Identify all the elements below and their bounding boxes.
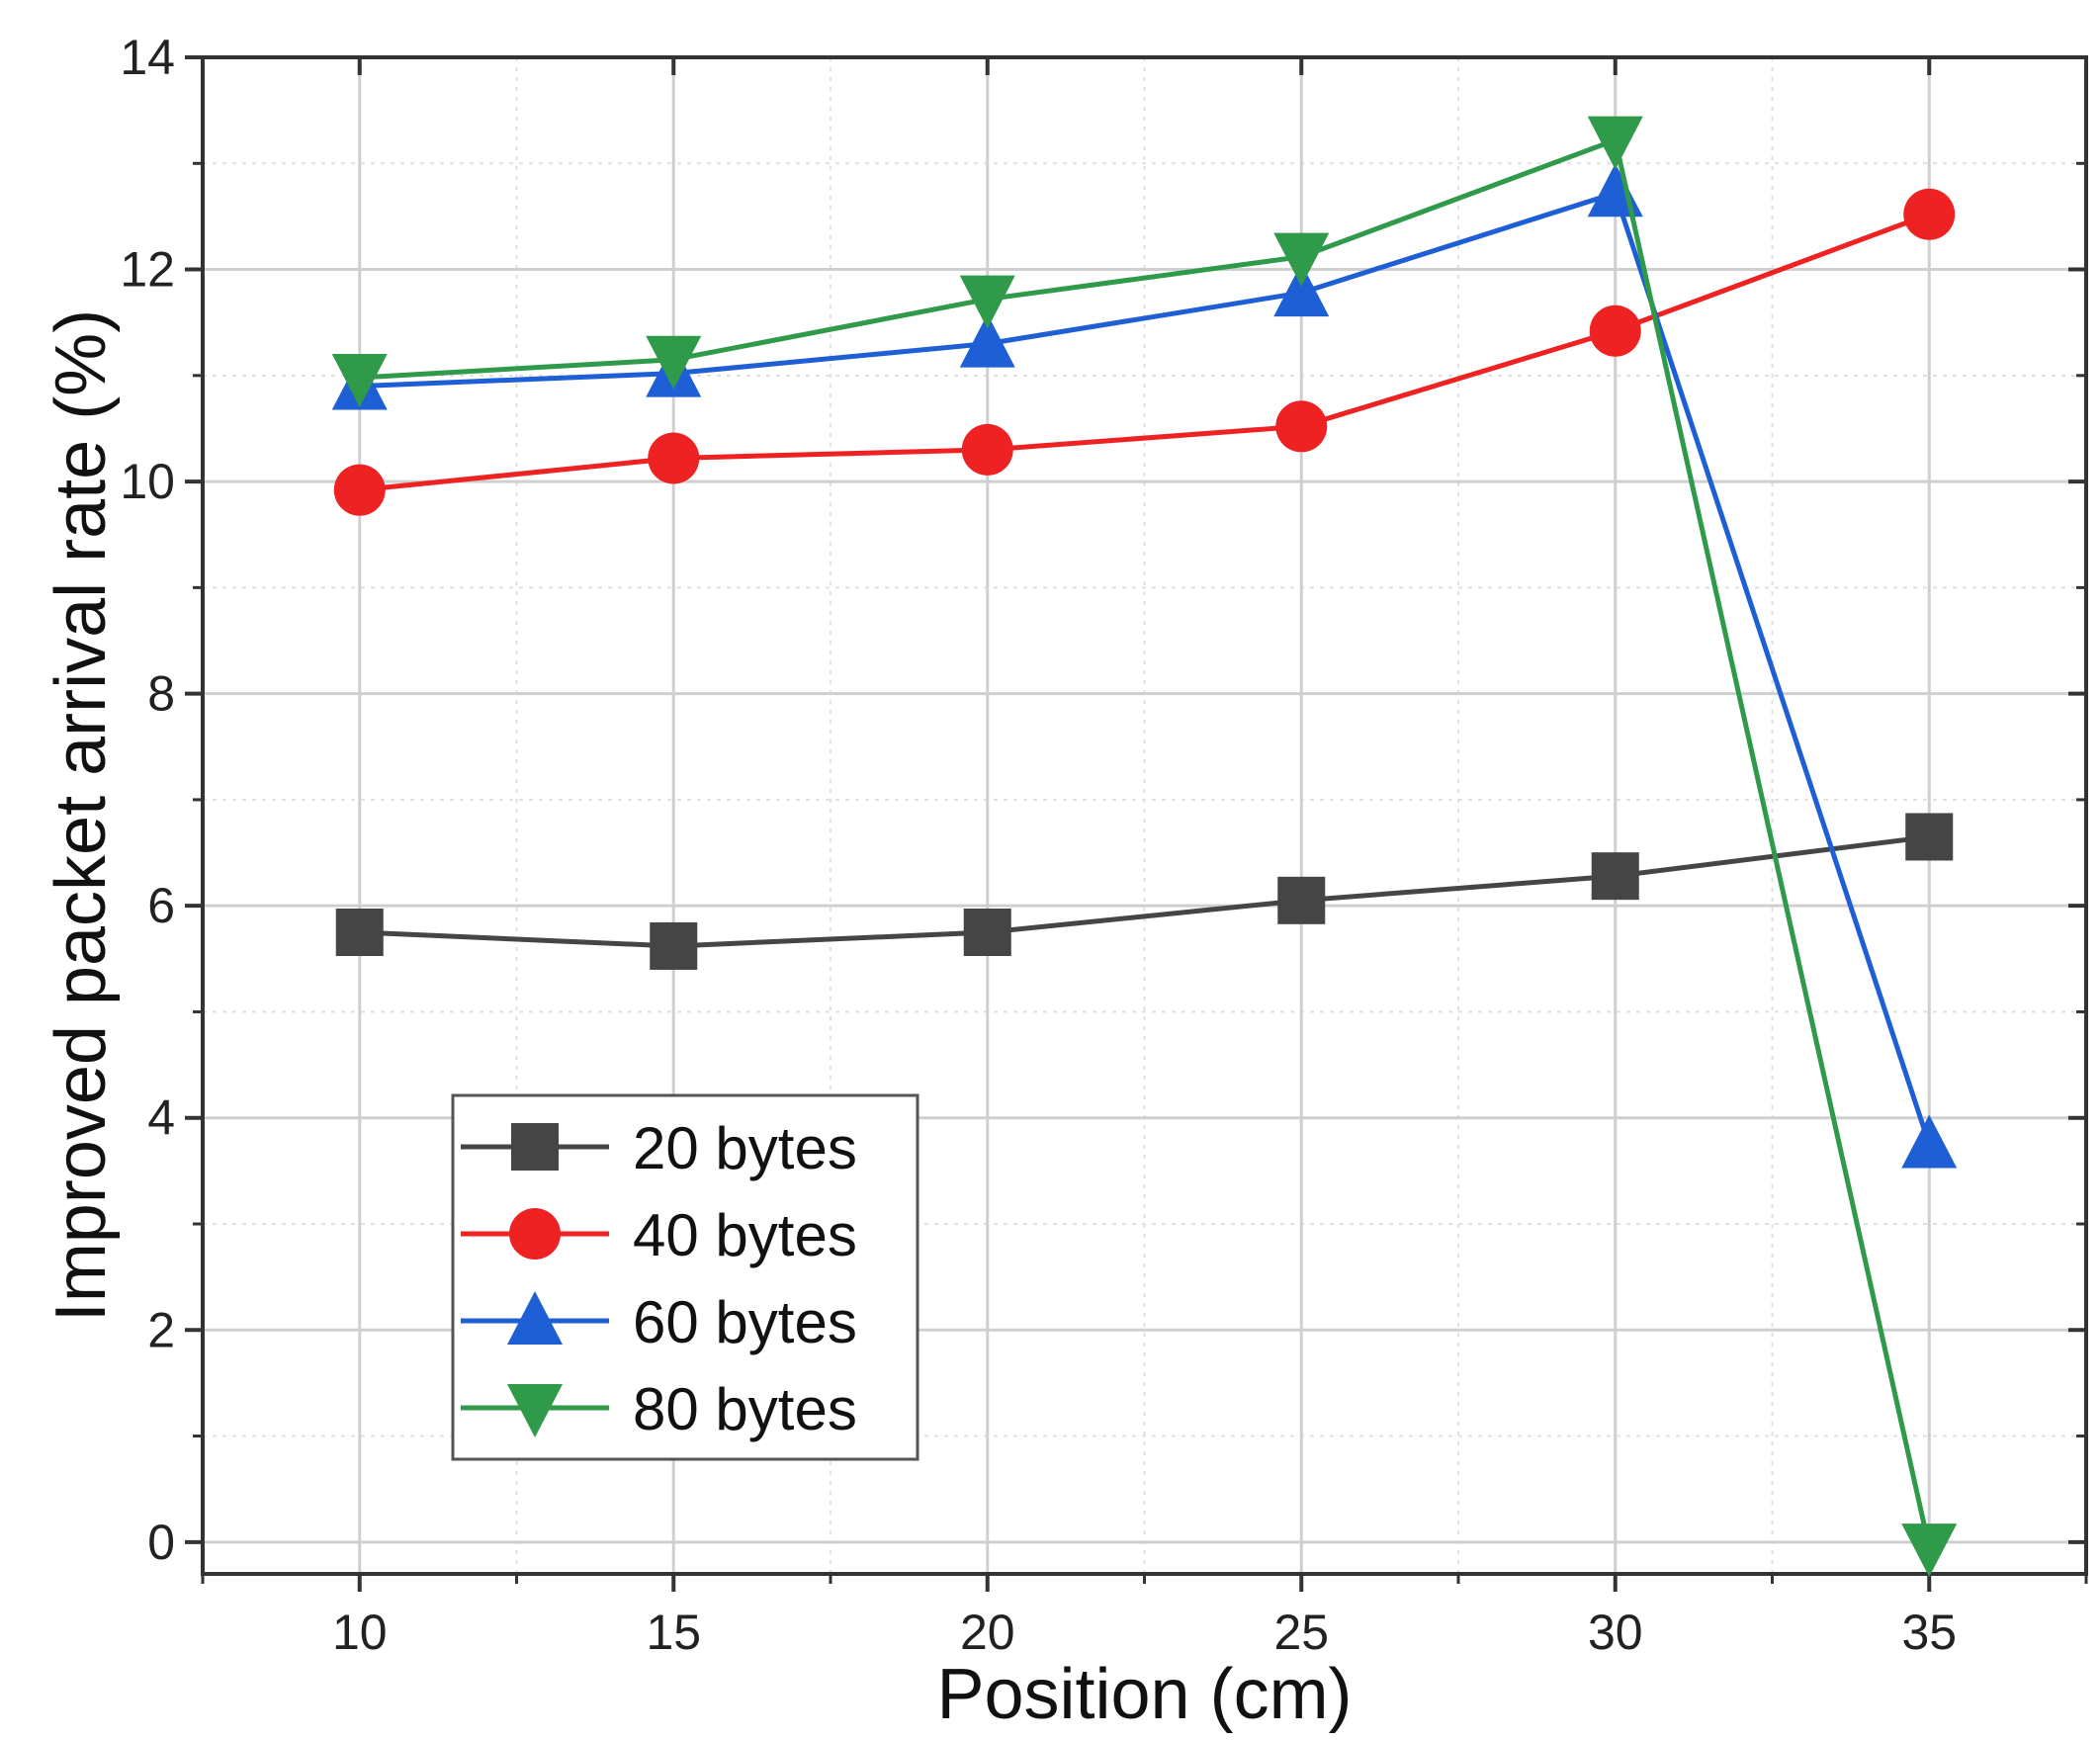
data-point [1591, 852, 1639, 901]
legend-label: 80 bytes [633, 1376, 857, 1442]
y-tick-label: 12 [120, 242, 175, 298]
data-point [1901, 1114, 1958, 1169]
data-point [1903, 188, 1956, 240]
y-tick-label: 10 [120, 454, 175, 509]
data-point [648, 432, 700, 484]
series-line [359, 212, 1931, 493]
data-point [959, 275, 1015, 329]
y-tick-label: 6 [147, 878, 175, 933]
legend-label: 60 bytes [633, 1289, 857, 1355]
data-point [1589, 304, 1641, 357]
data-point [650, 921, 698, 970]
legend-label: 20 bytes [633, 1115, 857, 1181]
legend-label: 40 bytes [633, 1202, 857, 1268]
data-series [331, 116, 1958, 1578]
legend-marker [509, 1208, 561, 1260]
y-tick-label: 0 [147, 1515, 175, 1570]
data-point [959, 313, 1015, 368]
data-point [646, 335, 702, 390]
data-point [1901, 1523, 1958, 1578]
series-line [359, 833, 1930, 949]
x-tick-label: 20 [960, 1605, 1015, 1660]
series-20-bytes [335, 813, 1954, 970]
series-line [359, 137, 1932, 1548]
y-tick-label: 8 [147, 666, 175, 722]
y-tick-label: 14 [120, 30, 175, 85]
data-point [335, 909, 384, 956]
series-80-bytes [331, 116, 1958, 1578]
x-tick-label: 15 [646, 1605, 701, 1660]
data-point [1273, 263, 1330, 317]
data-point [1587, 116, 1643, 170]
x-tick-label: 25 [1273, 1605, 1329, 1660]
x-tick-label: 10 [332, 1605, 388, 1660]
x-axis-label: Position (cm) [936, 1655, 1352, 1734]
series-line [359, 190, 1932, 1146]
x-tick-label: 35 [1901, 1605, 1957, 1660]
axes: 10 15 20 25 30 35 0 2 4 6 8 10 12 14 [120, 30, 2088, 1660]
data-point [333, 464, 386, 516]
y-tick-label: 2 [147, 1302, 175, 1357]
data-point [1275, 400, 1328, 453]
series-40-bytes [333, 188, 1956, 516]
legend-marker [511, 1123, 559, 1171]
y-tick-label: 4 [147, 1090, 175, 1146]
data-point [963, 909, 1011, 956]
y-axis-label: Improved packet arrival rate (%) [42, 309, 121, 1322]
legend-item: 20 bytes [461, 1115, 857, 1181]
data-point [1905, 813, 1954, 861]
legend-marker [507, 1291, 563, 1345]
legend-item: 60 bytes [461, 1289, 857, 1355]
data-point [1277, 876, 1326, 924]
legend-item: 40 bytes [461, 1202, 857, 1268]
data-point [961, 423, 1013, 476]
data-point [331, 353, 388, 407]
legend-item: 80 bytes [461, 1376, 857, 1442]
data-point [1273, 232, 1330, 287]
grid-lines [202, 55, 2087, 1574]
x-tick-label: 30 [1588, 1605, 1643, 1660]
legend-marker [507, 1384, 563, 1437]
legend: 20 bytes 40 bytes 60 bytes 80 bytes [451, 1093, 919, 1461]
